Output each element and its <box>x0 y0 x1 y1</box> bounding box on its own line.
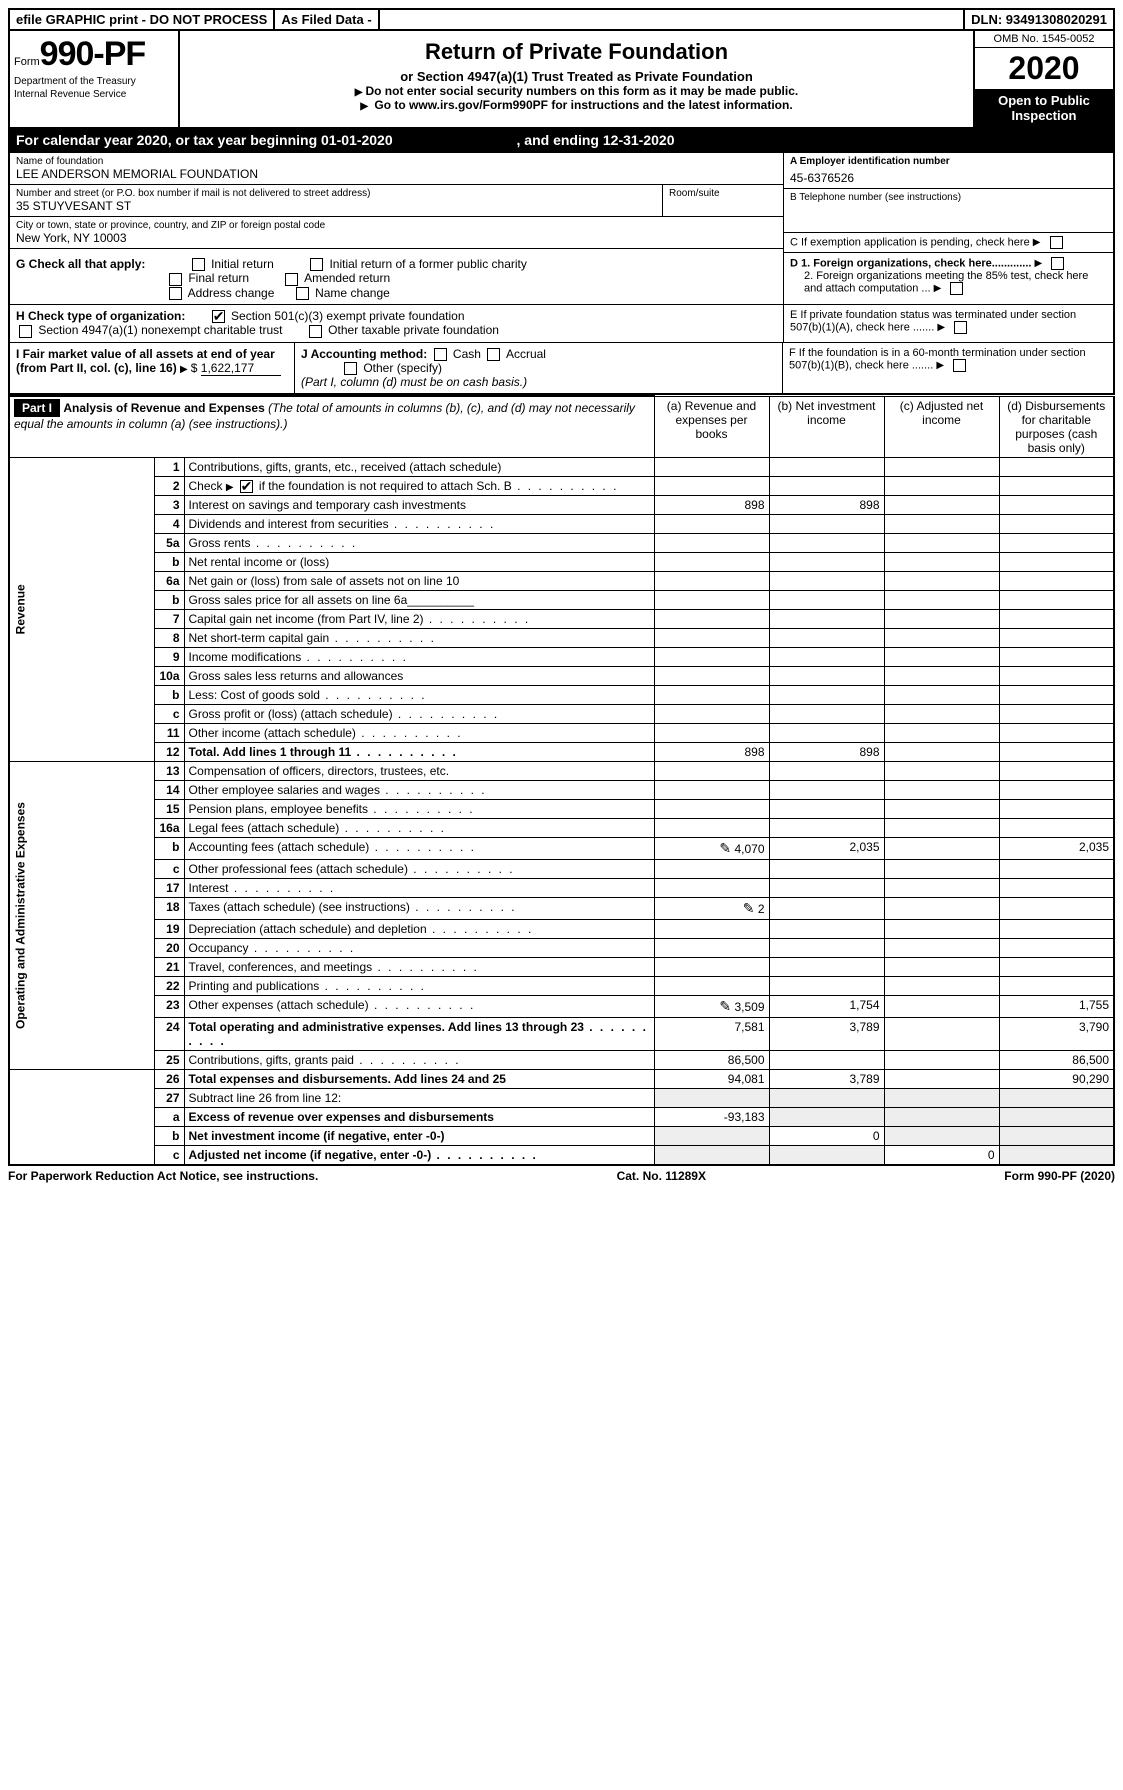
efile-header-bar: efile GRAPHIC print - DO NOT PROCESS As … <box>8 8 1115 31</box>
room-suite-cell: Room/suite <box>663 185 783 217</box>
col-d-header: (d) Disbursements for charitable purpose… <box>999 396 1114 457</box>
checkbox-c[interactable] <box>1050 236 1063 249</box>
open-to-public: Open to Public Inspection <box>975 89 1113 127</box>
exemption-pending-cell: C If exemption application is pending, c… <box>784 233 1113 253</box>
tax-year: 2020 <box>975 48 1113 89</box>
chk-f[interactable] <box>953 359 966 372</box>
calendar-year-bar: For calendar year 2020, or tax year begi… <box>8 129 1115 153</box>
section-g: G Check all that apply: Initial return I… <box>10 253 783 304</box>
omb-number: OMB No. 1545-0052 <box>975 31 1113 48</box>
page-footer: For Paperwork Reduction Act Notice, see … <box>8 1166 1115 1186</box>
part1-label: Part I <box>14 399 60 417</box>
dept-irs: Internal Revenue Service <box>14 89 174 100</box>
expenses-sidebar: Operating and Administrative Expenses <box>9 762 155 1070</box>
chk-address[interactable] <box>169 287 182 300</box>
col-c-header: (c) Adjusted net income <box>884 396 999 457</box>
chk-e[interactable] <box>954 321 967 334</box>
pen-icon[interactable]: ✎ <box>719 840 731 856</box>
form-id-box: Form990-PF Department of the Treasury In… <box>10 31 180 127</box>
city-cell: City or town, state or province, country… <box>10 217 783 249</box>
chk-amended[interactable] <box>285 273 298 286</box>
pen-icon-3[interactable]: ✎ <box>719 998 731 1014</box>
year-block: OMB No. 1545-0052 2020 Open to Public In… <box>973 31 1113 127</box>
section-j: J Accounting method: Cash Accrual Other … <box>295 343 783 394</box>
form-title: Return of Private Foundation <box>188 39 965 65</box>
chk-initial-public[interactable] <box>310 258 323 271</box>
section-h: H Check type of organization: Section 50… <box>10 305 783 342</box>
dept-treasury: Department of the Treasury <box>14 76 174 87</box>
as-filed-label: As Filed Data - <box>275 10 379 29</box>
section-g-d: G Check all that apply: Initial return I… <box>8 253 1115 305</box>
foundation-name-cell: Name of foundation LEE ANDERSON MEMORIAL… <box>10 153 783 185</box>
cat-number: Cat. No. 11289X <box>617 1169 706 1183</box>
chk-4947[interactable] <box>19 325 32 338</box>
entity-info: Name of foundation LEE ANDERSON MEMORIAL… <box>8 153 1115 253</box>
address-cell: Number and street (or P.O. box number if… <box>10 185 663 217</box>
instr-ssn: Do not enter social security numbers on … <box>188 84 965 98</box>
chk-other-method[interactable] <box>344 362 357 375</box>
form-number: Form990-PF <box>14 35 174 74</box>
telephone-cell: B Telephone number (see instructions) <box>784 189 1113 233</box>
section-h-e: H Check type of organization: Section 50… <box>8 305 1115 343</box>
section-e: E If private foundation status was termi… <box>783 305 1113 342</box>
ein-cell: A Employer identification number 45-6376… <box>784 153 1113 189</box>
col-b-header: (b) Net investment income <box>769 396 884 457</box>
section-f: F If the foundation is in a 60-month ter… <box>783 343 1113 394</box>
chk-final[interactable] <box>169 273 182 286</box>
chk-name[interactable] <box>296 287 309 300</box>
form-title-block: Form990-PF Department of the Treasury In… <box>8 31 1115 129</box>
paperwork-notice: For Paperwork Reduction Act Notice, see … <box>8 1169 318 1183</box>
chk-accrual[interactable] <box>487 348 500 361</box>
section-ijf: I Fair market value of all assets at end… <box>8 343 1115 396</box>
chk-other-taxable[interactable] <box>309 325 322 338</box>
pen-icon-2[interactable]: ✎ <box>743 900 755 916</box>
header-spacer <box>380 10 965 29</box>
revenue-sidebar: Revenue <box>9 457 155 761</box>
chk-initial[interactable] <box>192 258 205 271</box>
section-d: D 1. Foreign organizations, check here..… <box>783 253 1113 304</box>
form-footer-id: Form 990-PF (2020) <box>1004 1169 1115 1183</box>
part1-table: Part I Analysis of Revenue and Expenses … <box>8 395 1115 1166</box>
instr-link-line: Go to www.irs.gov/Form990PF for instruct… <box>188 98 965 112</box>
chk-d1[interactable] <box>1051 257 1064 270</box>
section-i: I Fair market value of all assets at end… <box>10 343 295 394</box>
chk-501c3[interactable] <box>212 310 225 323</box>
title-block: Return of Private Foundation or Section … <box>180 31 973 127</box>
form-subtitle: or Section 4947(a)(1) Trust Treated as P… <box>188 69 965 84</box>
efile-notice: efile GRAPHIC print - DO NOT PROCESS <box>10 10 275 29</box>
dln-number: DLN: 93491308020291 <box>965 10 1113 29</box>
chk-cash[interactable] <box>434 348 447 361</box>
chk-schb[interactable] <box>240 480 253 493</box>
chk-d2[interactable] <box>950 282 963 295</box>
irs-link[interactable]: www.irs.gov/Form990PF <box>409 98 548 112</box>
col-a-header: (a) Revenue and expenses per books <box>654 396 769 457</box>
